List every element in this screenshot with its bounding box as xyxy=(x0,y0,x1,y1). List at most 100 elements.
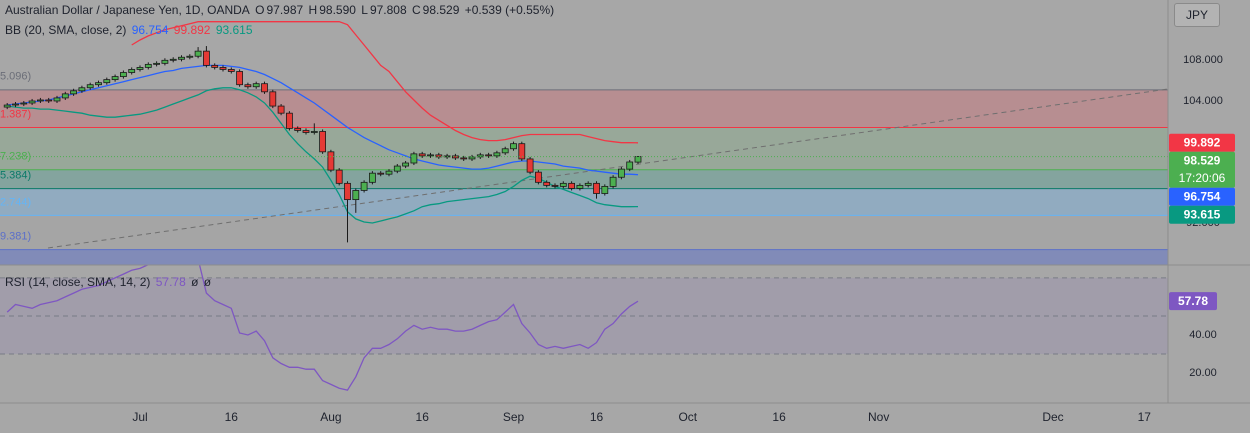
candle-body xyxy=(178,56,185,60)
candle-body xyxy=(236,71,244,86)
candle-body xyxy=(219,67,227,70)
candle-body xyxy=(377,172,385,175)
candle-body xyxy=(227,69,235,72)
candle-body xyxy=(535,171,542,183)
ohlc-key: C xyxy=(412,3,421,17)
candle-body xyxy=(310,131,318,133)
rsi-extra: ø xyxy=(203,275,212,289)
fib-zone xyxy=(0,249,1168,265)
candle-body xyxy=(368,172,376,183)
candle-body xyxy=(543,181,551,186)
price-series xyxy=(0,21,1168,243)
candle-body xyxy=(568,182,575,189)
candle-body xyxy=(302,130,310,133)
candle-body xyxy=(526,158,534,173)
candle-body xyxy=(244,84,252,88)
axes: 108.000104.00092.00040.0020.00Jul16Aug16… xyxy=(0,0,1250,424)
candle-body xyxy=(53,97,61,102)
bb-value: 99.892 xyxy=(173,23,211,37)
fib-label: 1.387) xyxy=(0,108,31,120)
candle-body xyxy=(211,64,219,68)
y-tick-label: 104.000 xyxy=(1183,95,1223,107)
candle-body xyxy=(385,170,393,175)
candle-body xyxy=(418,153,426,157)
candle-body xyxy=(593,182,600,194)
candle-body xyxy=(161,59,169,64)
rsi-title: RSI (14, close, SMA, 14, 2) xyxy=(5,275,151,289)
x-tick-label: 17 xyxy=(1138,410,1152,424)
rsi-extra: ø xyxy=(191,275,199,289)
currency-button[interactable]: JPY xyxy=(1174,3,1220,27)
fib-label: 5.096) xyxy=(0,71,31,83)
candle-body xyxy=(410,153,418,164)
candle-body xyxy=(352,190,360,201)
x-tick-label: Jul xyxy=(132,410,147,424)
ohlc-value: 98.529 xyxy=(422,3,460,17)
candle-body xyxy=(111,76,119,81)
candle-body xyxy=(45,99,53,102)
candle-body xyxy=(261,83,268,93)
candle-body xyxy=(451,155,459,159)
ohlc-key: H xyxy=(308,3,318,17)
candle-body xyxy=(626,161,634,170)
candle-body xyxy=(584,182,592,186)
rsi-pane xyxy=(0,265,1168,391)
rsi-tick-label: 20.00 xyxy=(1189,367,1217,379)
x-tick-label: Nov xyxy=(868,410,889,424)
fib-zone xyxy=(0,188,1168,216)
price-tag xyxy=(1169,205,1235,224)
price-pane: 5.096)1.387)7.238)5.384)2.744)9.381) xyxy=(0,71,1168,265)
candle-body xyxy=(510,143,517,150)
rsi-tag xyxy=(1169,292,1217,311)
price-tag-label: 98.529 xyxy=(1184,153,1221,167)
x-tick-label: Aug xyxy=(320,410,341,424)
candle-body xyxy=(609,176,617,187)
x-tick-label: Sep xyxy=(503,410,525,424)
candle-body xyxy=(136,67,144,70)
price-tag-label: 93.615 xyxy=(1184,207,1221,221)
candle-body xyxy=(319,131,327,153)
bb-value: 96.754 xyxy=(131,23,169,37)
rsi-tag-label: 57.78 xyxy=(1178,294,1208,308)
bb-line xyxy=(131,21,639,144)
candle-body xyxy=(518,143,526,160)
candle-body xyxy=(28,100,36,104)
candle-body xyxy=(128,69,136,73)
candle-body xyxy=(493,152,501,157)
candle-body xyxy=(169,58,177,61)
candle-body xyxy=(344,182,351,201)
candle-body xyxy=(485,154,493,157)
candle-body xyxy=(95,82,102,86)
ohlc-key: O xyxy=(255,3,265,17)
bb-value: 93.615 xyxy=(215,23,253,37)
x-tick-label: 16 xyxy=(590,410,604,424)
candle-body xyxy=(252,83,260,88)
candle-body xyxy=(501,148,509,154)
rsi-line xyxy=(6,265,639,391)
rsi-value: 57.78 xyxy=(155,275,186,289)
ohlc-value: 97.987 xyxy=(266,3,304,17)
candle-body xyxy=(601,185,609,194)
candle-body xyxy=(427,154,434,157)
candle-body xyxy=(360,181,368,191)
candle-body xyxy=(551,184,559,187)
candle-body xyxy=(120,72,127,77)
ohlc-value: 98.590 xyxy=(319,3,356,17)
price-tag xyxy=(1169,133,1235,152)
candle-body xyxy=(20,102,28,105)
bb-line xyxy=(7,87,639,224)
header: Australian Dollar / Japanese Yen, 1D, OA… xyxy=(5,3,556,17)
candle-body xyxy=(37,99,44,102)
bb-title: BB (20, SMA, close, 2) xyxy=(5,23,127,37)
price-tag xyxy=(1169,151,1235,188)
candle-body xyxy=(460,157,468,160)
fib-zone xyxy=(0,127,1168,170)
candle-body xyxy=(202,50,210,66)
candle-body xyxy=(393,165,401,172)
candle-body xyxy=(576,184,584,189)
candle-body xyxy=(3,104,11,108)
candle-body xyxy=(194,50,202,57)
ohlc-value: 97.808 xyxy=(369,3,407,17)
countdown: 17:20:06 xyxy=(1179,171,1226,185)
candle-body xyxy=(153,62,161,65)
